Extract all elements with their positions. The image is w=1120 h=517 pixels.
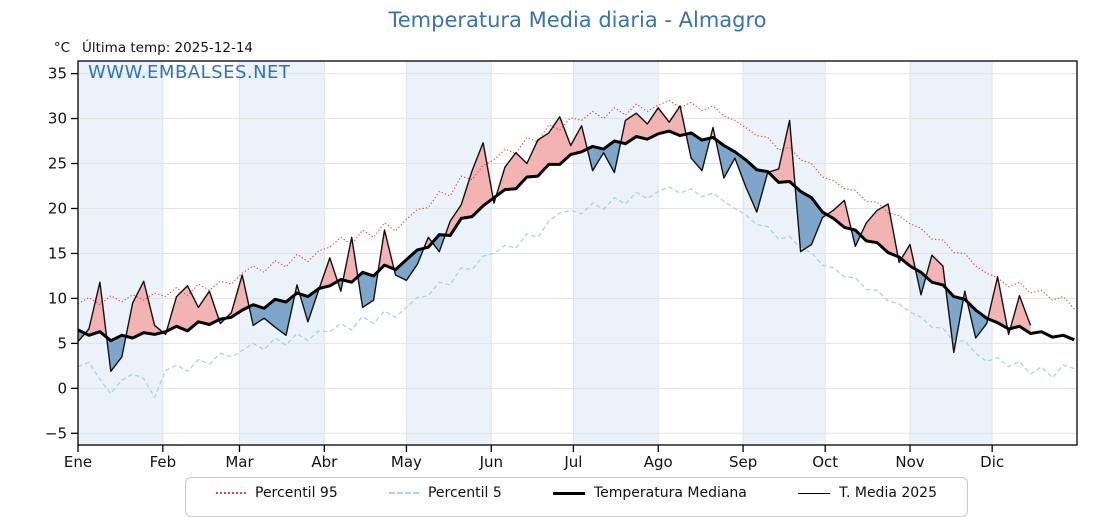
x-tick-label: Oct — [812, 453, 838, 471]
fill-below-median — [795, 186, 827, 252]
fill-above-median — [445, 142, 494, 236]
chart-canvas: 35 30 25 20 15 10 5 0 −5 Ene Feb Mar Abr May Jun Jul Ago… — [45, 60, 1078, 471]
fill-below-median — [967, 301, 988, 338]
y-tick-label: 30 — [48, 110, 67, 128]
mediana-line-sample-icon — [552, 491, 585, 495]
fill-below-median — [106, 335, 126, 372]
watermark-text: WWW.EMBALSES.NET — [88, 62, 291, 83]
chart-title: Temperatura Media diaria - Almagro — [388, 8, 767, 32]
legend-item-percentil-5: Percentil 5 — [388, 485, 502, 501]
y-tick-label: 10 — [48, 289, 67, 307]
percentil-5-line — [77, 186, 1075, 398]
y-tick-label: 15 — [48, 244, 67, 262]
percentil-5-line-sample-icon — [388, 492, 419, 494]
fill-above-median — [1010, 295, 1031, 334]
fill-above-median — [987, 276, 1008, 329]
x-tick-label: Abr — [311, 453, 338, 471]
x-tick-label: Feb — [150, 453, 177, 471]
y-tick-label: 35 — [48, 65, 67, 83]
fill-below-median — [394, 248, 424, 281]
x-tick-label: Ago — [644, 453, 673, 471]
t-media-2025-line-sample-icon — [798, 492, 831, 494]
last-temp-annotation: Última temp: 2025-12-14 — [82, 40, 254, 56]
fill-below-median — [249, 294, 295, 336]
y-tick-label: 0 — [57, 379, 67, 397]
fill-above-median — [826, 200, 852, 230]
y-axis-unit-label: °C — [53, 40, 70, 56]
percentil-95-line-sample-icon — [216, 492, 246, 494]
fill-above-median — [378, 230, 394, 272]
t-media-2025-line — [77, 105, 1032, 372]
x-tick-label: Mar — [225, 453, 254, 471]
x-tick-label: May — [391, 453, 422, 471]
fill-above-median — [496, 116, 588, 197]
x-tick-label: Nov — [895, 453, 924, 471]
fill-above-median — [620, 106, 687, 144]
fill-above-median — [225, 275, 250, 319]
x-tick-label: Dic — [980, 453, 1004, 471]
x-tick-label: Jun — [479, 453, 503, 471]
chart-page: Temperatura Media diaria - Almagro °C Úl… — [44, 8, 1078, 517]
legend-label: Percentil 5 — [427, 485, 502, 501]
legend-item-temperatura-mediana: Temperatura Mediana — [552, 485, 747, 501]
fill-above-median — [319, 257, 338, 289]
legend-label: T. Media 2025 — [839, 485, 937, 501]
y-tick-label: 20 — [48, 199, 67, 217]
x-tick-label: Sep — [729, 453, 757, 471]
y-tick-label: 5 — [57, 334, 67, 352]
legend-item-percentil-95: Percentil 95 — [216, 485, 338, 501]
temperatura-mediana-line — [77, 129, 1075, 343]
fill-above-median — [901, 244, 916, 270]
x-tick-label: Ene — [64, 453, 92, 471]
fill-below-median — [945, 287, 964, 353]
fill-above-median — [860, 204, 898, 257]
fill-above-median — [768, 120, 796, 187]
fill-below-median — [337, 279, 343, 292]
fill-above-median — [343, 237, 358, 283]
legend-label: Percentil 95 — [255, 485, 338, 501]
legend-label: Temperatura Mediana — [593, 485, 747, 501]
y-tick-label: −5 — [45, 424, 67, 442]
legend-item-t-media-2025: T. Media 2025 — [798, 485, 937, 501]
fill-below-median — [357, 271, 379, 308]
chart-legend: Percentil 95 Percentil 5 Temperatura Med… — [185, 477, 968, 517]
y-tick-label: 25 — [48, 155, 67, 173]
x-tick-label: Jul — [563, 453, 582, 471]
